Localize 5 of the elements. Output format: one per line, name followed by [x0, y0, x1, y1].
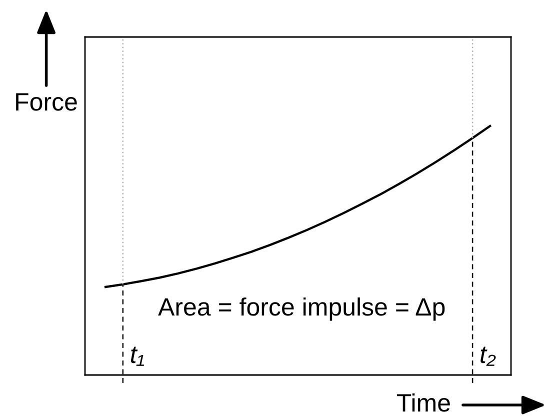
- annotation: t₁: [130, 346, 144, 366]
- x-axis-title: Time: [396, 393, 450, 412]
- y-axis-title: Force: [16, 93, 77, 111]
- annotation: t₂: [480, 346, 496, 366]
- annotation: Area = force impulse = Δp: [158, 297, 445, 321]
